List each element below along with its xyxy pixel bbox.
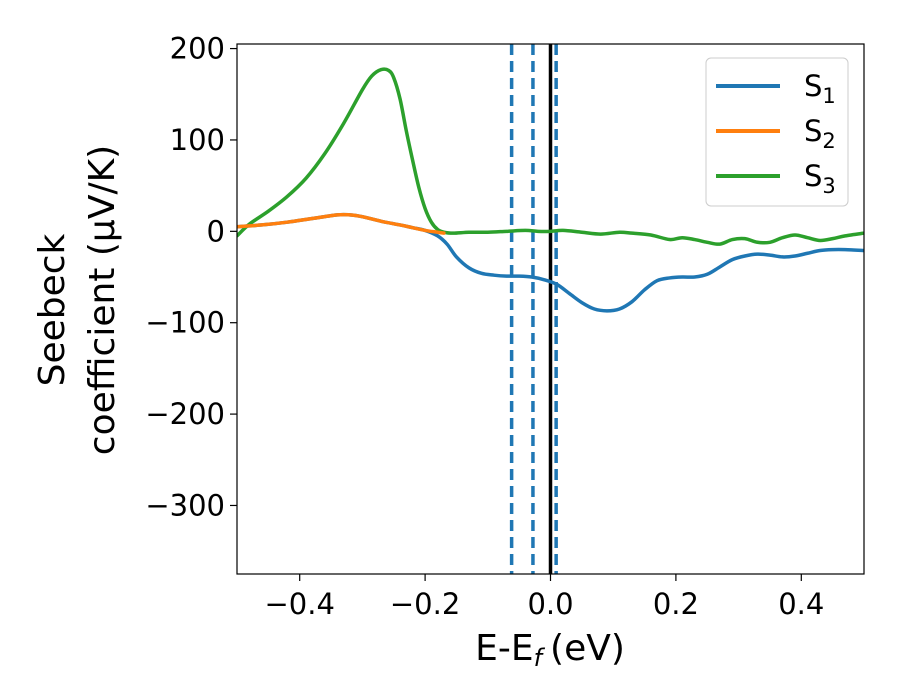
x-axis: −0.4 −0.2 0.0 0.2 0.4 <box>264 574 824 621</box>
plot-lines <box>237 44 864 574</box>
legend: S1 S2 S3 <box>705 57 849 207</box>
y-tick-label: −200 <box>145 397 225 431</box>
legend-label-s1: S1 <box>804 69 836 108</box>
y-axis-title-line2: coefficient (μV/K) <box>82 145 123 455</box>
y-axis: 200 100 0 −100 −200 −300 <box>145 32 237 522</box>
x-tick-label: −0.4 <box>264 587 334 621</box>
legend-label-s2: S2 <box>804 114 836 153</box>
x-axis-title: E-Ef (eV) <box>475 628 625 672</box>
y-tick-label: −300 <box>145 488 225 522</box>
series-line-s2 <box>237 212 446 235</box>
x-tick-label: 0.0 <box>527 587 573 621</box>
y-tick-label: 100 <box>170 123 225 157</box>
x-tick-label: 0.4 <box>778 587 824 621</box>
y-tick-label: 0 <box>207 214 225 248</box>
y-tick-label: −100 <box>145 306 225 340</box>
y-tick-label: 200 <box>170 32 225 66</box>
y-axis-title-line1: Seebeck <box>32 233 73 386</box>
legend-label-s3: S3 <box>804 159 836 198</box>
series-line-s3 <box>237 67 864 246</box>
x-tick-label: 0.2 <box>653 587 699 621</box>
x-tick-label: −0.2 <box>390 587 460 621</box>
